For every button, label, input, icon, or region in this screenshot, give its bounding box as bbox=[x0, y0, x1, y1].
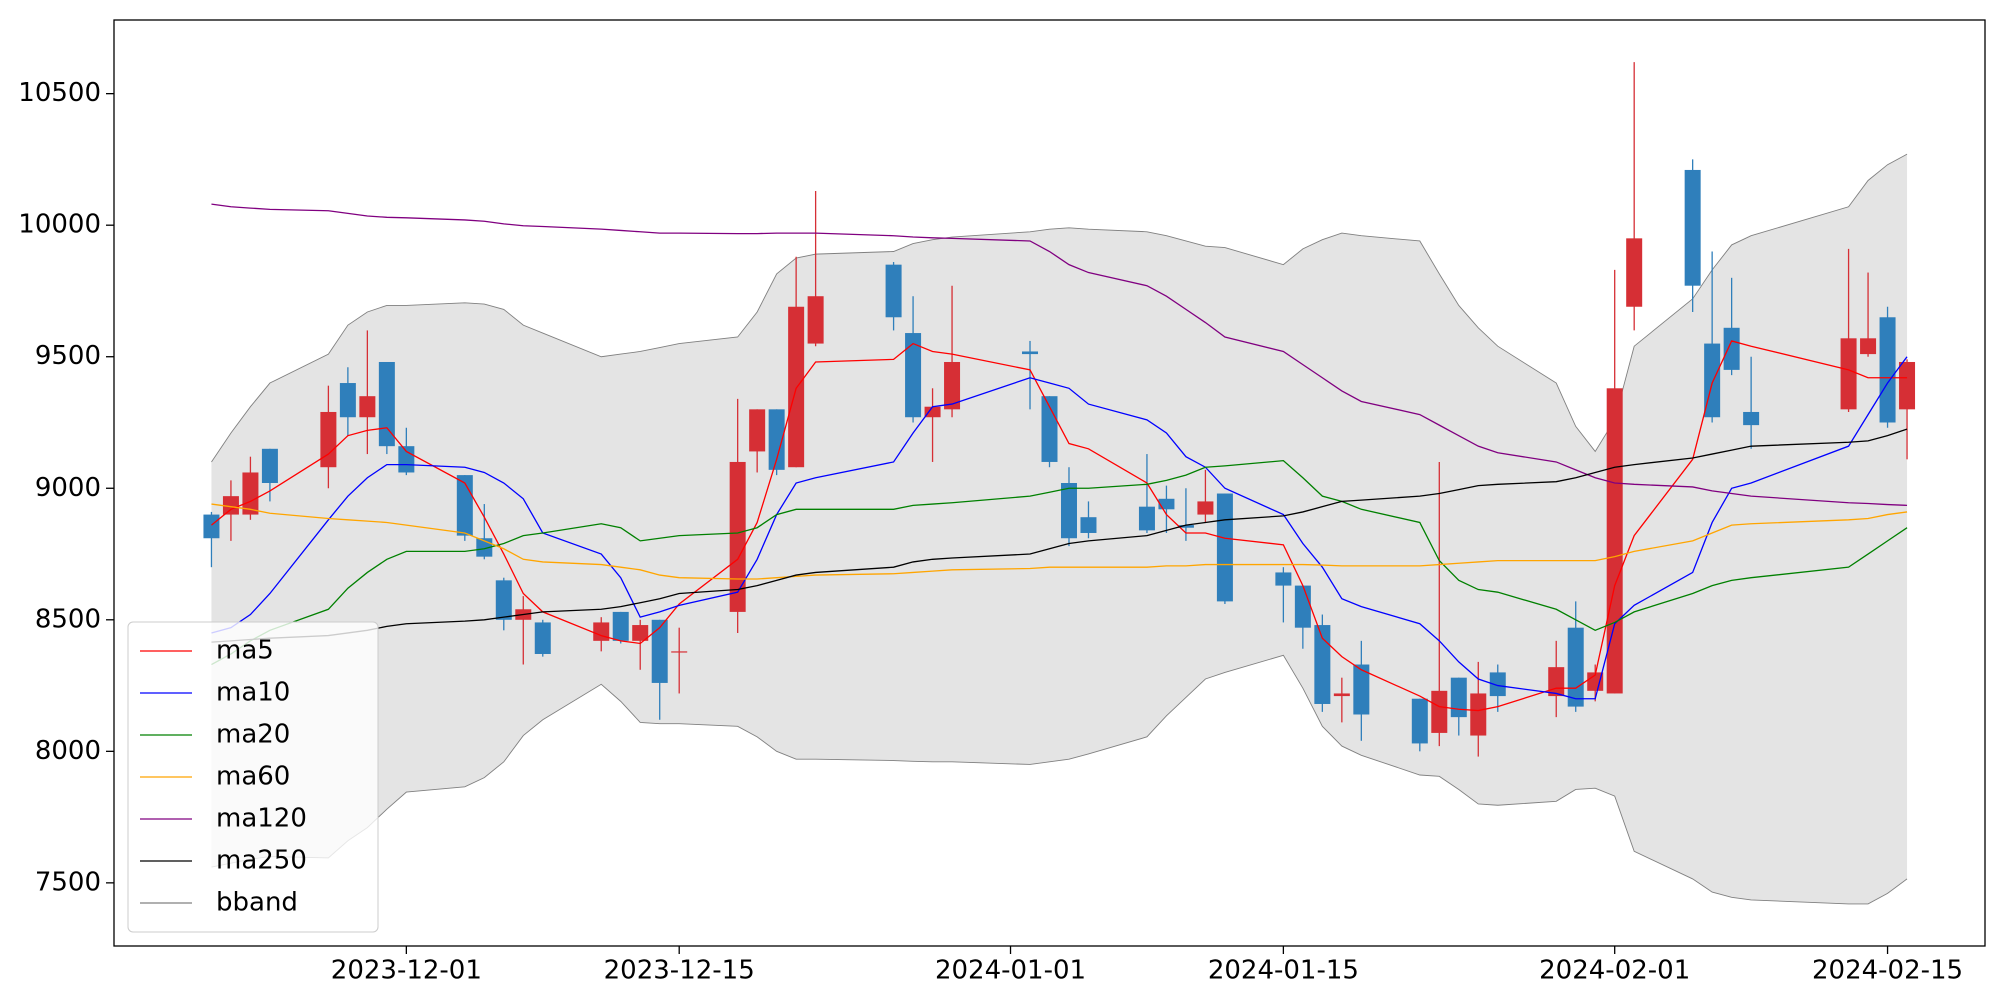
candle-body bbox=[261, 448, 278, 483]
y-tick-label: 7500 bbox=[35, 867, 101, 897]
y-tick-label: 9500 bbox=[35, 341, 101, 371]
candle-body bbox=[1022, 351, 1039, 355]
candle-body bbox=[1743, 411, 1760, 426]
x-tick-label: 2024-01-15 bbox=[1208, 956, 1359, 986]
legend-label: ma120 bbox=[216, 804, 307, 834]
x-tick-label: 2023-12-01 bbox=[331, 956, 482, 986]
x-tick-label: 2023-12-15 bbox=[604, 956, 755, 986]
legend: ma5 ma10 ma20 ma60 ma120 ma250 bband bbox=[127, 621, 379, 933]
candle-body bbox=[203, 514, 220, 539]
candle-body bbox=[1275, 572, 1292, 586]
candle-body bbox=[651, 619, 668, 683]
y-tick-label: 10000 bbox=[18, 210, 101, 240]
candle-body bbox=[1080, 517, 1097, 533]
bband-lower bbox=[211, 654, 1908, 905]
candle-body bbox=[729, 461, 746, 612]
candle-body bbox=[1158, 498, 1175, 510]
legend-label: bband bbox=[216, 888, 298, 918]
candle-body bbox=[359, 396, 376, 418]
candle-body bbox=[788, 306, 805, 468]
ma-line bbox=[211, 340, 1908, 712]
candle-body bbox=[885, 264, 902, 318]
candle-body bbox=[768, 409, 785, 470]
candle-body bbox=[1470, 693, 1487, 736]
candle-body bbox=[944, 361, 961, 410]
ma-line bbox=[211, 428, 1908, 643]
candle-body bbox=[1450, 677, 1467, 718]
candle-body bbox=[1567, 627, 1584, 707]
candle-body bbox=[807, 296, 824, 344]
candle-body bbox=[495, 580, 512, 620]
candle-body bbox=[1899, 361, 1916, 410]
candle-body bbox=[534, 622, 551, 654]
candle-body bbox=[1138, 506, 1155, 531]
candle-body bbox=[1353, 664, 1370, 715]
candle-body bbox=[320, 411, 337, 468]
y-tick-label: 10500 bbox=[18, 78, 101, 108]
candle-body bbox=[222, 496, 239, 515]
candle-body bbox=[1177, 525, 1194, 528]
candle-body bbox=[1684, 169, 1701, 286]
y-tick-label: 8500 bbox=[35, 604, 101, 634]
bband-upper bbox=[211, 153, 1908, 463]
candle-body bbox=[1041, 396, 1058, 462]
legend-label: ma5 bbox=[216, 636, 274, 666]
candle-body bbox=[924, 406, 941, 418]
ma-line bbox=[211, 503, 1908, 580]
x-tick-label: 2024-01-01 bbox=[935, 956, 1086, 986]
legend-label: ma10 bbox=[216, 678, 290, 708]
candle-body bbox=[1294, 585, 1311, 628]
candle-body bbox=[1840, 338, 1857, 410]
candle-body bbox=[671, 651, 688, 653]
ma-line bbox=[211, 203, 1908, 507]
x-tick-label: 2024-02-01 bbox=[1539, 956, 1690, 986]
candle-body bbox=[378, 361, 395, 447]
candle-body bbox=[1860, 338, 1877, 355]
candle-body bbox=[749, 409, 766, 452]
candle-body bbox=[1333, 693, 1350, 697]
y-tick-label: 8000 bbox=[35, 736, 101, 766]
candle-body bbox=[632, 625, 649, 641]
candle-body bbox=[1431, 690, 1448, 733]
candle-body bbox=[1489, 672, 1506, 697]
legend-label: ma250 bbox=[216, 846, 307, 876]
candle-body bbox=[1197, 501, 1214, 515]
candle-body bbox=[1606, 388, 1623, 694]
legend-box bbox=[127, 621, 379, 933]
x-tick-label: 2024-02-15 bbox=[1812, 956, 1963, 986]
candle-body bbox=[1626, 238, 1643, 307]
candle-body bbox=[1060, 483, 1077, 539]
candle-body bbox=[339, 383, 356, 418]
legend-label: ma60 bbox=[216, 762, 290, 792]
plot-frame bbox=[113, 19, 1986, 947]
candle-body bbox=[905, 333, 922, 418]
candle-body bbox=[1723, 327, 1740, 370]
ma-line bbox=[211, 459, 1908, 666]
legend-label: ma20 bbox=[216, 720, 290, 750]
ma-line bbox=[211, 356, 1908, 700]
candle-body bbox=[1879, 317, 1896, 423]
candle-body bbox=[612, 611, 629, 641]
candle-body bbox=[593, 622, 610, 641]
candle-body bbox=[398, 446, 415, 473]
candle-body bbox=[242, 472, 259, 515]
candle-body bbox=[1314, 625, 1331, 704]
candle-body bbox=[1548, 667, 1565, 697]
candle-body bbox=[1411, 698, 1428, 744]
candle-body bbox=[1216, 493, 1233, 602]
y-tick-label: 9000 bbox=[35, 473, 101, 503]
